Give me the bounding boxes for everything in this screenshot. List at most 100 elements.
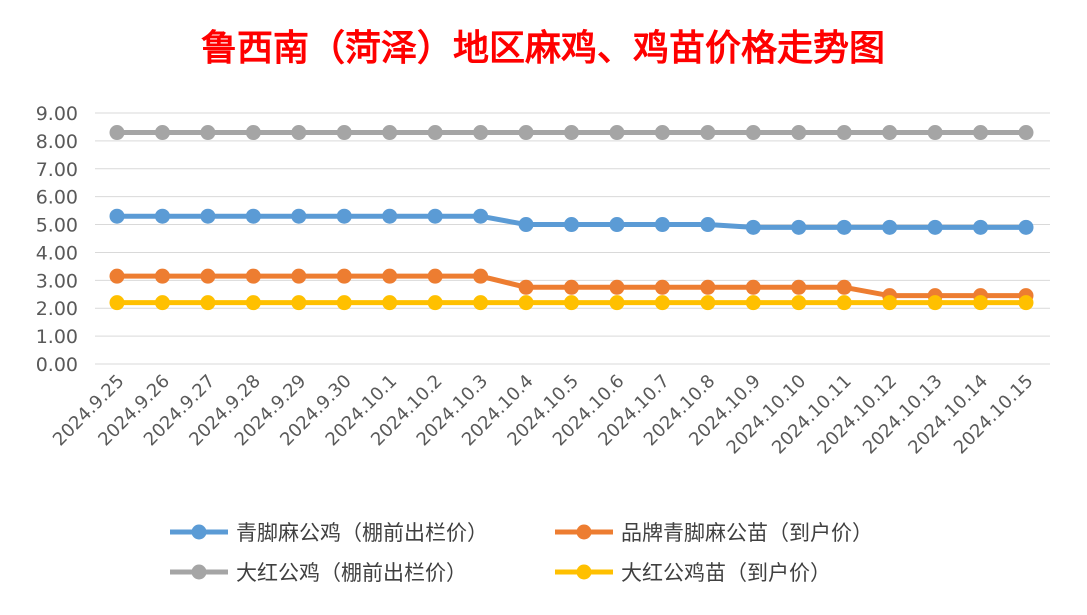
- data-point: [427, 208, 443, 224]
- data-point: [609, 279, 625, 295]
- data-point: [745, 125, 761, 141]
- data-point: [109, 208, 125, 224]
- legend-label: 青脚麻公鸡（棚前出栏价）: [236, 521, 488, 545]
- data-point: [564, 217, 579, 233]
- data-point: [564, 279, 579, 295]
- data-point: [654, 217, 670, 233]
- data-point: [518, 279, 534, 295]
- y-tick-label: 8.00: [36, 131, 78, 153]
- data-point: [1018, 125, 1034, 141]
- data-point: [1018, 295, 1034, 311]
- data-point: [291, 208, 307, 224]
- gridlines: [95, 112, 1050, 365]
- data-point: [609, 295, 625, 311]
- data-point: [973, 219, 989, 235]
- legend-item: 品牌青脚麻公苗（到户价）: [555, 521, 873, 545]
- y-tick-label: 1.00: [36, 326, 78, 348]
- y-tick-label: 2.00: [36, 298, 78, 320]
- data-point: [836, 219, 852, 235]
- data-point: [154, 208, 170, 224]
- data-point: [791, 219, 807, 235]
- data-point: [927, 125, 943, 141]
- y-tick-label: 7.00: [36, 159, 78, 181]
- data-point: [882, 295, 898, 311]
- data-point: [882, 125, 898, 141]
- data-point: [200, 295, 216, 311]
- legend-label: 大红公鸡（棚前出栏价）: [236, 561, 467, 585]
- data-point: [245, 295, 261, 311]
- data-point: [745, 279, 761, 295]
- data-point: [518, 217, 534, 233]
- chart-title: 鲁西南（菏泽）地区麻鸡、鸡苗价格走势图: [201, 27, 885, 69]
- data-point: [927, 219, 943, 235]
- data-point: [609, 125, 625, 141]
- data-point: [336, 208, 352, 224]
- data-point: [382, 125, 398, 141]
- data-point: [836, 295, 852, 311]
- data-point: [609, 217, 625, 233]
- data-point: [700, 217, 716, 233]
- legend-swatch-marker: [191, 524, 207, 540]
- data-point: [291, 268, 307, 284]
- data-point: [473, 125, 489, 141]
- data-point: [518, 295, 534, 311]
- data-point: [200, 268, 216, 284]
- y-tick-label: 9.00: [36, 103, 78, 125]
- data-point: [700, 279, 716, 295]
- y-tick-label: 5.00: [36, 215, 78, 237]
- data-point: [336, 295, 352, 311]
- data-point: [154, 268, 170, 284]
- data-point: [518, 125, 534, 141]
- series-1: [109, 268, 1034, 304]
- data-point: [654, 125, 670, 141]
- data-point: [700, 125, 716, 141]
- data-point: [836, 279, 852, 295]
- series-0: [109, 208, 1034, 235]
- y-tick-label: 4.00: [36, 242, 78, 264]
- data-point: [564, 125, 579, 141]
- data-point: [927, 295, 943, 311]
- data-point: [427, 268, 443, 284]
- data-point: [382, 208, 398, 224]
- data-point: [109, 125, 125, 141]
- legend-item: 大红公鸡（棚前出栏价）: [170, 561, 467, 585]
- data-point: [654, 279, 670, 295]
- data-point: [882, 219, 898, 235]
- legend-item: 大红公鸡苗（到户价）: [555, 561, 831, 585]
- data-point: [791, 295, 807, 311]
- data-point: [427, 125, 443, 141]
- data-point: [473, 208, 489, 224]
- data-point: [654, 295, 670, 311]
- legend-swatch-marker: [576, 564, 592, 580]
- data-point: [700, 295, 716, 311]
- data-point: [1018, 219, 1034, 235]
- legend-swatch-marker: [576, 524, 592, 540]
- data-point: [245, 208, 261, 224]
- data-point: [109, 295, 125, 311]
- legend-label: 品牌青脚麻公苗（到户价）: [621, 521, 873, 545]
- series-2: [109, 125, 1034, 141]
- legend: 青脚麻公鸡（棚前出栏价） 品牌青脚麻公苗（到户价） 大红公鸡（棚前出栏价） 大红公鸡苗…: [170, 521, 873, 585]
- data-point: [291, 125, 307, 141]
- data-point: [791, 279, 807, 295]
- data-point: [200, 125, 216, 141]
- data-point: [336, 268, 352, 284]
- data-point: [973, 125, 989, 141]
- data-point: [154, 125, 170, 141]
- data-point: [473, 295, 489, 311]
- data-point: [564, 295, 579, 311]
- series-lines: [109, 125, 1034, 311]
- data-point: [382, 268, 398, 284]
- y-axis-ticks: 0.00 1.00 2.00 3.00 4.00 5.00 6.00 7.00 8.00 9.00: [36, 103, 78, 376]
- data-point: [109, 268, 125, 284]
- legend-item: 青脚麻公鸡（棚前出栏价）: [170, 521, 488, 545]
- y-tick-label: 3.00: [36, 270, 78, 292]
- data-point: [245, 268, 261, 284]
- data-point: [427, 295, 443, 311]
- data-point: [473, 268, 489, 284]
- data-point: [291, 295, 307, 311]
- x-axis-ticks: 2024.9.252024.9.262024.9.272024.9.282024…: [49, 371, 1038, 459]
- data-point: [836, 125, 852, 141]
